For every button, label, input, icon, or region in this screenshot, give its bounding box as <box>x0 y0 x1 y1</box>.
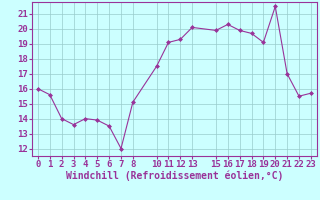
X-axis label: Windchill (Refroidissement éolien,°C): Windchill (Refroidissement éolien,°C) <box>66 171 283 181</box>
